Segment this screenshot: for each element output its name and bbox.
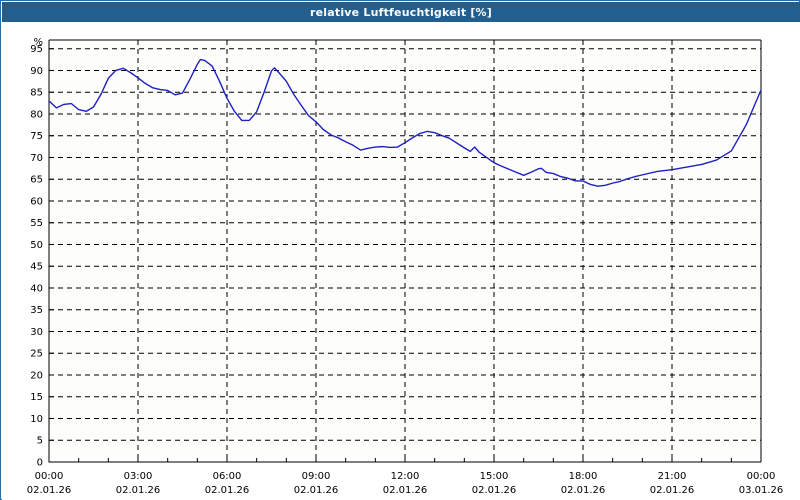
x-tick-label-time: 00:00 [35, 471, 64, 482]
x-tick-label-time: 15:00 [480, 471, 509, 482]
vertical-gridlines [137, 40, 673, 462]
y-tick-label: 90 [30, 66, 43, 77]
y-tick-label: 20 [30, 370, 43, 381]
y-tick-label: 70 [30, 153, 43, 164]
y-tick-label: 95 [30, 44, 43, 55]
y-tick-label: 85 [30, 88, 43, 99]
x-tick-label-date: 02.01.26 [561, 485, 606, 496]
y-axis-unit-label: % [33, 37, 43, 48]
x-tick-label-date: 02.01.26 [383, 485, 428, 496]
x-tick-label-date: 02.01.26 [116, 485, 161, 496]
x-tick-label-time: 12:00 [391, 471, 420, 482]
y-tick-label: 65 [30, 175, 43, 186]
y-axis-tick-labels: 0 5 10 15 20 25 30 35 40 45 50 55 60 65 70 75 80 85 90 95 [30, 44, 43, 468]
x-axis-tick-labels: 00:00 02.01.26 03:00 02.01.26 06:00 02.01.26 0… [27, 471, 784, 496]
y-tick-label: 55 [30, 218, 43, 229]
x-tick-label-time: 18:00 [569, 471, 598, 482]
y-tick-label: 40 [30, 283, 43, 294]
y-tick-label: 25 [30, 349, 43, 360]
x-tick-label-date: 02.01.26 [294, 485, 339, 496]
x-tick-label-time: 09:00 [302, 471, 331, 482]
x-tick-label-date: 02.01.26 [650, 485, 695, 496]
y-tick-label: 30 [30, 327, 43, 338]
y-tick-label: 75 [30, 131, 43, 142]
x-tick-label-time: 21:00 [658, 471, 687, 482]
humidity-series-line [48, 58, 762, 187]
y-tick-label: 0 [37, 458, 43, 469]
x-tick-label-time: 03:00 [124, 471, 153, 482]
y-tick-label: 50 [30, 240, 43, 251]
page-title: relative Luftfeuchtigkeit [%] [310, 5, 492, 19]
y-tick-label: 60 [30, 196, 43, 207]
y-tick-label: 5 [37, 436, 43, 447]
y-tick-label: 45 [30, 262, 43, 273]
x-tick-label-date: 03.01.26 [739, 485, 784, 496]
x-tick-label-date: 02.01.26 [205, 485, 250, 496]
x-tick-label-date: 02.01.26 [27, 485, 72, 496]
window-title-bar: relative Luftfeuchtigkeit [%] [2, 2, 800, 22]
x-tick-label-time: 06:00 [213, 471, 242, 482]
y-tick-label: 80 [30, 109, 43, 120]
y-tick-label: 35 [30, 305, 43, 316]
y-axis-ticks [49, 48, 54, 463]
y-tick-label: 10 [30, 414, 43, 425]
x-tick-label-time: 00:00 [747, 471, 776, 482]
y-tick-label: 15 [30, 392, 43, 403]
chart-canvas: 0 5 10 15 20 25 30 35 40 45 50 55 60 65 70 75 80 85 90 95 0… [2, 22, 800, 500]
axis-lines [48, 39, 762, 463]
plot-frame [48, 39, 762, 463]
x-tick-label-date: 02.01.26 [472, 485, 517, 496]
humidity-line-chart: 0 5 10 15 20 25 30 35 40 45 50 55 60 65 70 75 80 85 90 95 0… [27, 37, 784, 496]
